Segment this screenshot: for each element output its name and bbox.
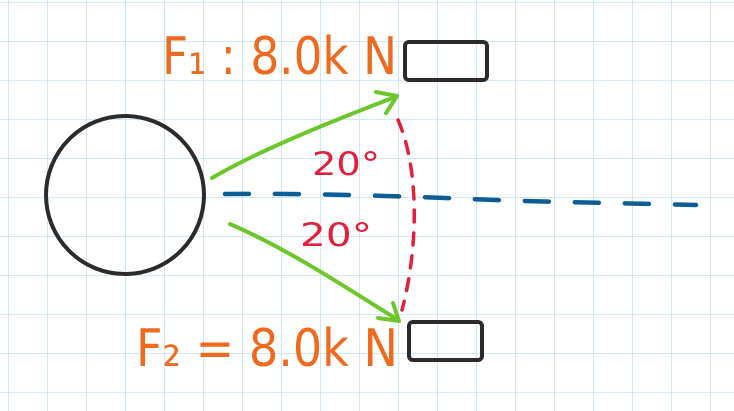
box-1: [403, 40, 489, 82]
ball-circle: [44, 114, 206, 276]
box-2: [407, 320, 484, 362]
force-1-arrow: [210, 90, 399, 180]
force-2-label: F₂ = 8.0k N: [136, 319, 398, 379]
angle-arc: [396, 118, 416, 312]
angle-upper-label: 20°: [312, 145, 380, 183]
angle-lower-label: 20°: [300, 216, 372, 254]
force-1-label: F₁ : 8.0k N: [162, 27, 397, 87]
force-2-arrow: [228, 222, 401, 323]
centerline-dashed: [222, 191, 699, 208]
